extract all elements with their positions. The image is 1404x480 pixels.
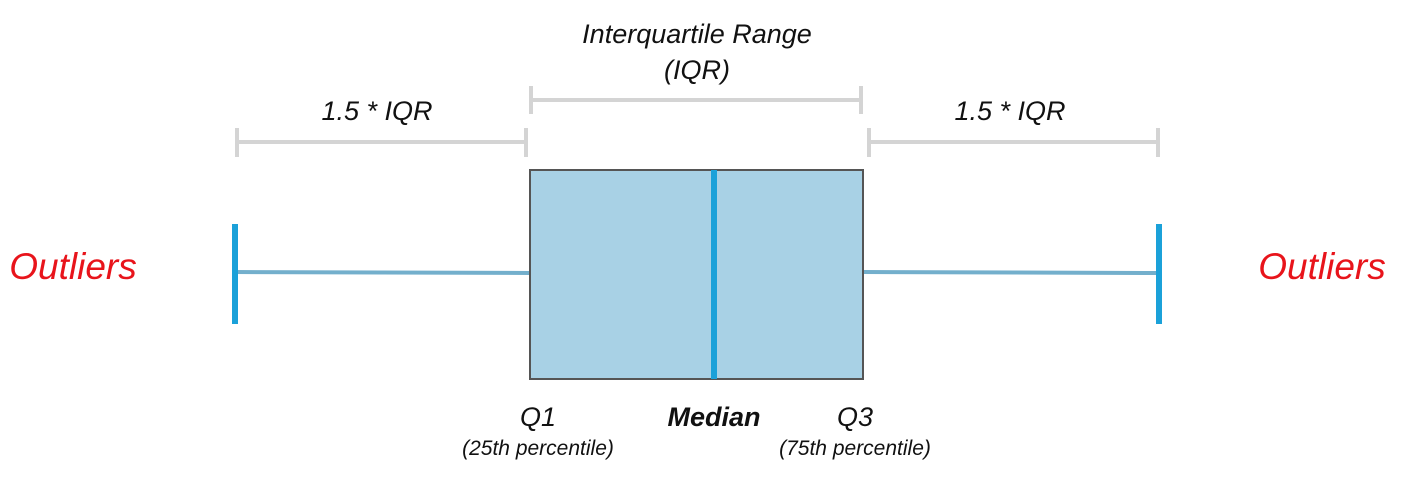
- iqr-abbrev-label: (IQR): [664, 55, 730, 85]
- whisker-right-line: [862, 270, 1159, 275]
- bracket-left-whisker-range: [235, 128, 528, 157]
- q3-sublabel: (75th percentile): [779, 437, 931, 460]
- bracket-right-whisker-range: [867, 128, 1160, 157]
- whisker-left-line: [233, 270, 532, 275]
- q1-label: Q1: [519, 402, 557, 432]
- iqr-box: [529, 169, 864, 380]
- outliers-right-label: Outliers: [1258, 246, 1386, 287]
- q3-label: Q3: [836, 402, 874, 432]
- right-range-label: 1.5 * IQR: [954, 96, 1066, 126]
- q1-sublabel: (25th percentile): [462, 437, 614, 460]
- outliers-left-label: Outliers: [9, 246, 137, 287]
- left-range-label: 1.5 * IQR: [321, 96, 433, 126]
- bracket-iqr: [529, 86, 863, 114]
- median-label: Median: [667, 402, 761, 432]
- iqr-title-label: Interquartile Range: [582, 19, 812, 49]
